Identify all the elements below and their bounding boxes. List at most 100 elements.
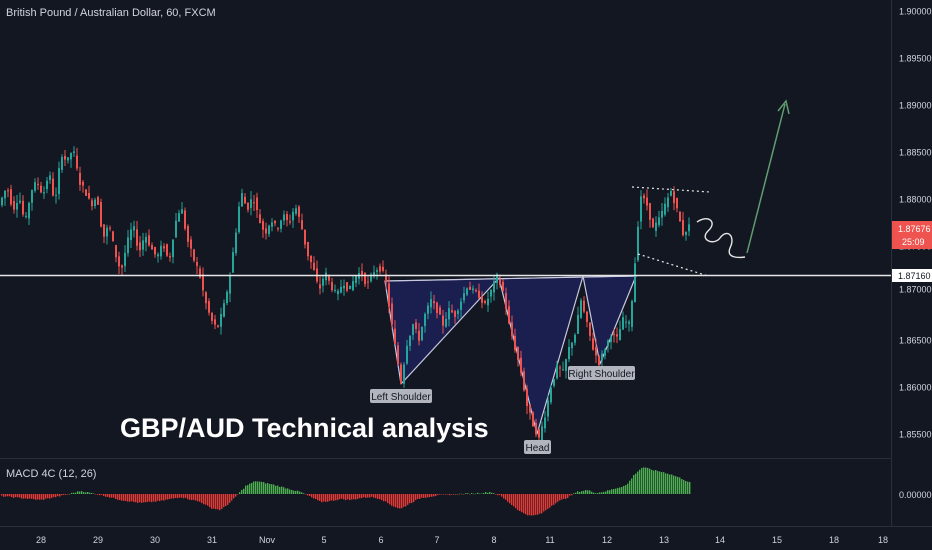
time-tick: 6 (378, 535, 383, 545)
macd-bar (113, 494, 115, 498)
candle-bear (76, 155, 78, 169)
candle-bull (322, 278, 324, 286)
macd-bar (75, 492, 77, 494)
candle-bear (115, 245, 117, 258)
macd-bar (269, 483, 271, 494)
macd-bar (627, 483, 629, 494)
candle-bull (292, 211, 294, 221)
candle-bull (490, 289, 492, 297)
candle-bull (604, 349, 606, 356)
candle-bear (274, 220, 276, 224)
candle-bear (415, 322, 417, 329)
candle-bear (436, 302, 438, 313)
macd-bar (149, 494, 151, 502)
macd-bar (397, 494, 399, 509)
candle-bear (13, 200, 15, 210)
macd-bar (35, 494, 37, 500)
candle-bear (199, 268, 201, 278)
macd-bar (343, 494, 345, 500)
candle-bear (103, 224, 105, 237)
macd-bar (617, 487, 619, 494)
macd-bar (491, 492, 493, 494)
macd-bar (127, 494, 129, 502)
macd-bar (207, 494, 209, 506)
macd-bar (303, 493, 305, 494)
macd-bar (77, 491, 79, 494)
macd-bar (557, 494, 559, 502)
macd-bar (499, 494, 501, 496)
neckline-price-tag (892, 269, 932, 282)
macd-bar (473, 493, 475, 495)
macd-bar (387, 494, 389, 504)
macd-bar (607, 490, 609, 494)
macd-bar (309, 494, 311, 496)
macd-bar (687, 481, 689, 494)
candle-bear (253, 202, 255, 204)
macd-bar (287, 488, 289, 494)
macd-bar (195, 494, 197, 501)
macd-bar (279, 486, 281, 494)
macd-bar (375, 494, 377, 499)
macd-bar (143, 494, 145, 503)
price-axis[interactable]: 1.90000 1.89500 1.89000 1.88500 1.88000 … (892, 7, 932, 501)
macd-bar (613, 489, 615, 494)
candle-bull (55, 194, 57, 196)
macd-bar (129, 494, 131, 502)
macd-bar (93, 493, 95, 494)
candle-bear (139, 242, 141, 251)
macd-bar (205, 494, 207, 505)
candle-bear (328, 275, 330, 281)
macd-bar (41, 494, 43, 500)
macd-bar (489, 492, 491, 494)
candle-bear (559, 367, 561, 369)
macd-bar (163, 494, 165, 501)
macd-bar (639, 469, 641, 494)
left-shoulder-label: Left Shoulder (371, 392, 431, 403)
macd-bar (105, 494, 107, 497)
candle-bull (49, 175, 51, 181)
macd-bar (549, 494, 551, 508)
macd-bar (171, 494, 173, 499)
macd-bar (383, 494, 385, 502)
macd-bar (567, 494, 569, 498)
candle-bear (643, 195, 645, 199)
candle-bear (7, 190, 9, 192)
candle-bear (583, 300, 585, 312)
macd-bar (369, 494, 371, 498)
candle-bull (283, 214, 285, 221)
candle-bull (235, 232, 237, 254)
macd-bar (305, 494, 307, 495)
candle-bull (223, 303, 225, 317)
macd-bar (367, 494, 369, 498)
candle-bull (412, 324, 414, 335)
candle-bear (112, 231, 114, 242)
macd-bar (493, 493, 495, 494)
macd-bar (119, 494, 121, 501)
macd-bar (523, 494, 525, 514)
candle-bull (634, 263, 636, 303)
macd-bar (469, 494, 471, 495)
macd-bar (229, 494, 231, 503)
macd-bar (539, 494, 541, 514)
time-axis[interactable]: 28 29 30 31 Nov 5 6 7 8 11 12 13 14 15 1… (36, 535, 888, 545)
macd-bar (217, 494, 219, 510)
macd-bar (455, 494, 457, 495)
macd-bar (429, 494, 431, 498)
candle-bull (145, 236, 147, 243)
candle-bear (454, 311, 456, 317)
candle-bull (355, 276, 357, 283)
macd-bar (403, 494, 405, 507)
candle-bear (211, 312, 213, 321)
candle-bull (580, 300, 582, 318)
macd-bar (135, 494, 137, 503)
candle-bear (598, 355, 600, 366)
candle-bull (547, 400, 549, 417)
candle-bull (562, 369, 564, 371)
macd-bar (81, 491, 83, 494)
candle-bear (184, 210, 186, 229)
candle-bull (160, 245, 162, 257)
macd-bar (559, 494, 561, 501)
macd-bar (317, 494, 319, 501)
candle-bull (1, 197, 3, 206)
